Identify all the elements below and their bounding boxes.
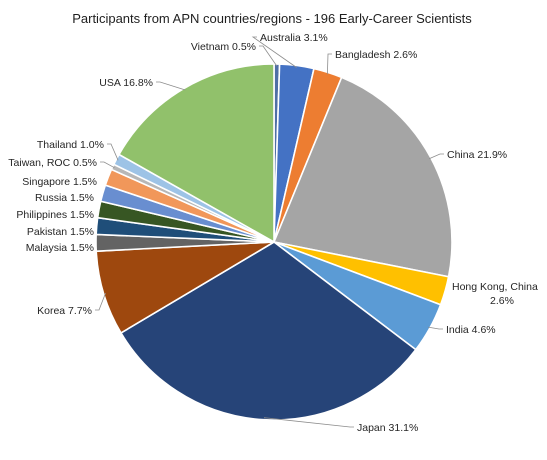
leader-line-korea xyxy=(95,292,106,311)
slice-label-usa: USA 16.8% xyxy=(99,77,153,89)
leader-line-japan xyxy=(263,417,354,428)
leader-line-usa xyxy=(156,81,186,91)
leader-lines xyxy=(95,36,444,428)
leader-line-australia xyxy=(251,36,297,68)
slice-label-korea: Korea 7.7% xyxy=(37,305,92,317)
pie-slice-japan xyxy=(119,241,417,421)
slice-label-hong-kong-china: Hong Kong, China 2.6% xyxy=(452,281,538,307)
chart-title: Participants from APN countries/regions … xyxy=(72,11,472,26)
leader-line-thailand xyxy=(107,143,119,161)
leader-line-china xyxy=(428,153,444,160)
pie-slices xyxy=(95,63,453,421)
slice-label-india: India 4.6% xyxy=(446,324,496,336)
leader-line-taiwan-roc xyxy=(100,161,115,169)
slice-label-malaysia: Malaysia 1.5% xyxy=(26,242,94,254)
leader-line-vietnam xyxy=(259,45,278,67)
slice-label-philippines: Philippines 1.5% xyxy=(16,209,94,221)
slice-label-thailand: Thailand 1.0% xyxy=(37,139,104,151)
slice-label-vietnam: Vietnam 0.5% xyxy=(191,41,256,53)
slice-label-russia: Russia 1.5% xyxy=(35,192,94,204)
slice-label-china: China 21.9% xyxy=(447,149,507,161)
slice-label-taiwan-roc: Taiwan, ROC 0.5% xyxy=(8,157,97,169)
slice-label-singapore: Singapore 1.5% xyxy=(22,176,97,188)
leader-line-india xyxy=(428,326,443,330)
pie-slice-usa xyxy=(117,63,275,244)
leader-line-bangladesh xyxy=(327,53,332,75)
slice-label-australia: Australia 3.1% xyxy=(260,32,328,44)
slice-label-japan: Japan 31.1% xyxy=(357,422,418,434)
slice-label-pakistan: Pakistan 1.5% xyxy=(27,226,94,238)
slice-labels: Vietnam 0.5% Australia 3.1% Bangladesh 2.6… xyxy=(8,32,538,434)
slice-label-bangladesh: Bangladesh 2.6% xyxy=(335,49,417,61)
